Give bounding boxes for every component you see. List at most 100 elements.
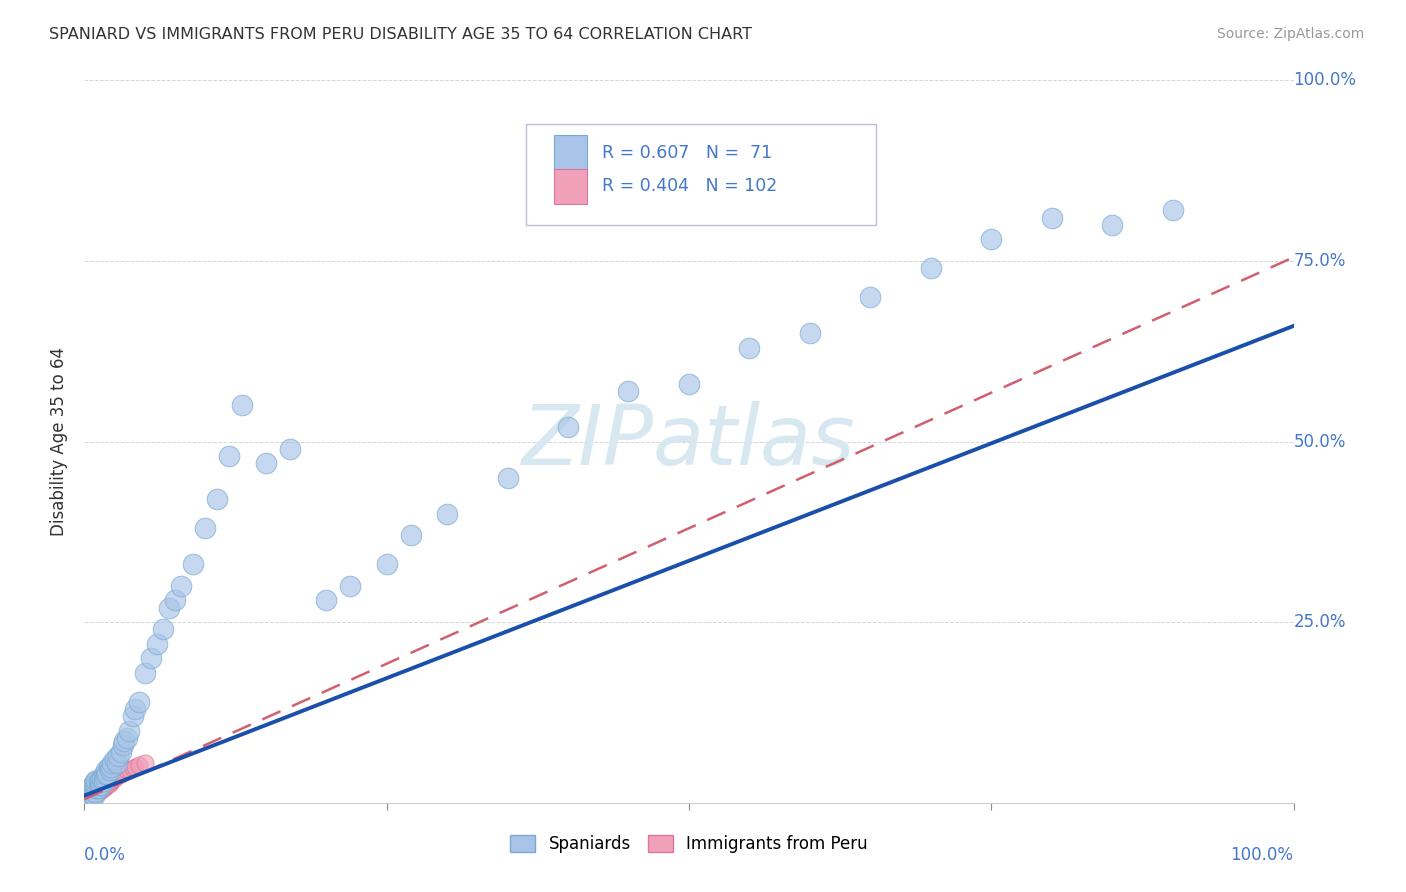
Point — [93, 781, 115, 796]
Point — [104, 752, 127, 766]
Point — [98, 764, 121, 778]
Point — [75, 794, 97, 808]
Point — [79, 788, 101, 802]
Point — [83, 788, 105, 802]
Point — [77, 791, 100, 805]
Point — [399, 528, 422, 542]
Point — [107, 748, 129, 763]
Point — [96, 778, 118, 792]
Point — [100, 774, 122, 789]
Point — [89, 783, 111, 797]
Point — [84, 785, 107, 799]
Point — [93, 774, 115, 789]
Text: R = 0.607   N =  71: R = 0.607 N = 71 — [602, 144, 772, 161]
Point — [128, 695, 150, 709]
Point — [82, 788, 104, 802]
Point — [118, 723, 141, 738]
Point — [375, 558, 398, 572]
Point — [120, 763, 142, 777]
Point — [101, 772, 124, 787]
Point — [82, 789, 104, 803]
Point — [94, 767, 117, 781]
Point — [799, 326, 821, 340]
Point — [218, 449, 240, 463]
Point — [678, 376, 700, 391]
Point — [231, 398, 253, 412]
Text: 50.0%: 50.0% — [1294, 433, 1346, 450]
Point — [73, 794, 96, 808]
Point — [139, 651, 162, 665]
Point — [76, 790, 98, 805]
Point — [152, 623, 174, 637]
Point — [980, 232, 1002, 246]
Point — [84, 774, 107, 789]
Point — [101, 756, 124, 770]
Point — [76, 792, 98, 806]
Text: 25.0%: 25.0% — [1294, 613, 1346, 632]
Point — [77, 790, 100, 805]
Point — [93, 767, 115, 781]
Point — [617, 384, 640, 398]
Point — [76, 794, 98, 808]
Point — [87, 784, 110, 798]
Text: 0.0%: 0.0% — [84, 847, 127, 864]
Point — [128, 758, 150, 772]
Point — [124, 760, 146, 774]
Point — [557, 420, 579, 434]
Point — [80, 789, 103, 803]
Point — [496, 470, 519, 484]
Point — [80, 792, 103, 806]
Point — [90, 778, 112, 792]
Point — [436, 507, 458, 521]
Point — [73, 793, 96, 807]
Point — [73, 794, 96, 808]
Point — [73, 794, 96, 808]
Text: 100.0%: 100.0% — [1294, 71, 1357, 89]
Point — [1040, 211, 1063, 225]
Point — [76, 794, 98, 808]
Point — [83, 786, 105, 800]
Point — [124, 702, 146, 716]
FancyBboxPatch shape — [526, 124, 876, 225]
Point — [75, 795, 97, 809]
Point — [76, 792, 98, 806]
Point — [75, 794, 97, 808]
Point — [86, 786, 108, 800]
Legend: Spaniards, Immigrants from Peru: Spaniards, Immigrants from Peru — [503, 828, 875, 860]
Point — [87, 781, 110, 796]
Point — [84, 787, 107, 801]
Text: 100.0%: 100.0% — [1230, 847, 1294, 864]
Point — [105, 768, 128, 782]
Point — [77, 792, 100, 806]
Point — [76, 791, 98, 805]
Point — [75, 792, 97, 806]
Point — [859, 290, 882, 304]
Text: 75.0%: 75.0% — [1294, 252, 1346, 270]
Point — [73, 794, 96, 808]
Point — [738, 341, 761, 355]
Point — [93, 779, 115, 793]
Point — [79, 789, 101, 803]
Point — [105, 756, 128, 770]
Point — [170, 579, 193, 593]
Point — [86, 784, 108, 798]
Point — [75, 791, 97, 805]
Point — [134, 756, 156, 770]
Point — [75, 792, 97, 806]
Point — [278, 442, 301, 456]
Point — [315, 593, 337, 607]
Point — [73, 795, 96, 809]
Point — [254, 456, 277, 470]
Point — [89, 782, 111, 797]
Point — [80, 789, 103, 804]
Point — [79, 789, 101, 804]
Point — [91, 780, 114, 794]
Point — [89, 774, 111, 789]
Point — [96, 767, 118, 781]
Point — [75, 793, 97, 807]
Point — [115, 764, 138, 778]
Point — [91, 782, 114, 797]
Text: ZIPatlas: ZIPatlas — [522, 401, 856, 482]
Point — [86, 774, 108, 789]
Point — [207, 492, 229, 507]
